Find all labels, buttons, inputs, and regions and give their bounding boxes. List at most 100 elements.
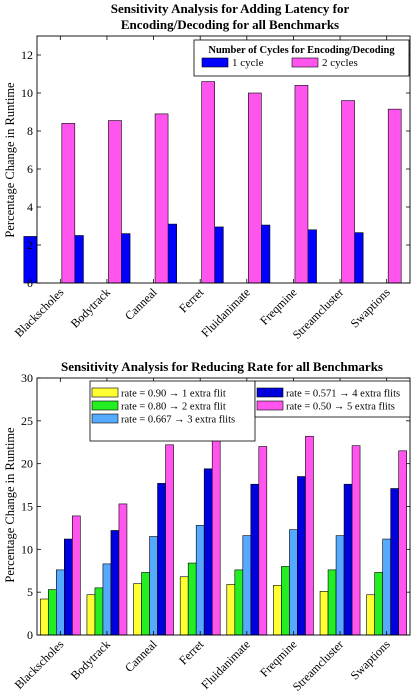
y-tick-label: 10 (21, 86, 33, 100)
bar-swaptions-series-1 (366, 594, 375, 636)
legend-label-3: rate = 0.667 → 3 extra flits (121, 415, 235, 426)
bar-canneal-series-2 (154, 113, 169, 284)
bar-swaptions-series-2 (374, 572, 383, 636)
legend-label-1: rate = 0.90 → 1 extra flit (121, 389, 226, 400)
bar-canneal-series-1 (133, 583, 142, 636)
bar-freqmine-series-3 (289, 529, 298, 636)
bar-ferret-series-1 (179, 576, 189, 636)
bar-blackscholes-series-1 (40, 598, 49, 636)
bar-ferret-series-2 (187, 562, 197, 636)
x-tick-label-fluidanimate: Fluidanimate (198, 285, 253, 340)
axes-box (36, 35, 411, 284)
bar-streamcluster-series-5 (351, 445, 361, 636)
bar-fluidanimate-series-1 (226, 584, 236, 636)
legend-label-2: 2 cycles (322, 57, 358, 69)
x-tick-label-streamcluster: Streamcluster (290, 637, 347, 694)
bar-freqmine-series-5 (305, 435, 314, 636)
bar-canneal-series-3 (149, 536, 158, 636)
y-tick-label: 2 (27, 238, 33, 252)
bar-ferret-series-4 (203, 468, 213, 636)
chart-latency: Sensitivity Analysis for Adding Latency … (3, 1, 411, 342)
legend-label-1: 1 cycle (232, 57, 264, 69)
y-tick-label: 20 (21, 457, 33, 471)
bar-freqmine-series-4 (297, 476, 306, 636)
legend-swatch-1 (201, 57, 229, 68)
y-tick-label: 0 (27, 276, 33, 290)
chart-latency-ylabel: Percentage Change in Runtime (3, 82, 17, 238)
y-tick-label: 4 (27, 200, 33, 214)
bar-swaptions-series-5 (398, 450, 407, 636)
bar-swaptions-series-3 (382, 538, 391, 636)
x-tick-label-bodytrack: Bodytrack (68, 637, 113, 682)
bar-streamcluster-series-3 (335, 535, 345, 636)
bar-fluidanimate-series-4 (250, 483, 260, 636)
bar-bodytrack-series-2 (108, 120, 122, 284)
bar-streamcluster-series-2 (341, 100, 355, 284)
legend-title: Number of Cycles for Encoding/Decoding (208, 45, 395, 56)
bar-fluidanimate-series-5 (258, 446, 268, 636)
bar-streamcluster-series-1 (319, 591, 329, 636)
bar-ferret-series-3 (195, 525, 205, 636)
y-tick-label: 30 (21, 371, 33, 385)
x-tick-label-blackscholes: Blackscholes (12, 285, 67, 340)
bar-blackscholes-series-3 (56, 569, 65, 636)
bar-fluidanimate-series-2 (248, 92, 262, 284)
chart-rate: Sensitivity Analysis for Reducing Rate f… (3, 359, 411, 694)
chart-rate-title: Sensitivity Analysis for Reducing Rate f… (61, 359, 383, 374)
bar-bodytrack-series-2 (94, 587, 104, 636)
bar-fluidanimate-series-3 (242, 535, 252, 636)
bar-freqmine-series-2 (281, 566, 290, 636)
x-tick-label-streamcluster: Streamcluster (290, 285, 347, 342)
bar-blackscholes-series-2 (48, 589, 57, 636)
legend-box-2 (254, 380, 411, 418)
x-tick-label-bodytrack: Bodytrack (68, 285, 113, 330)
legend-label-4: rate = 0.571 → 4 extra flits (286, 389, 400, 400)
x-tick-label-freqmine: Freqmine (257, 285, 299, 327)
bar-canneal-series-5 (165, 444, 174, 636)
legend-swatch-4 (256, 387, 284, 398)
bar-bodytrack-series-1 (86, 594, 96, 636)
legend-label-2: rate = 0.80 → 2 extra flit (121, 402, 226, 413)
bar-ferret-series-2 (201, 81, 215, 284)
x-tick-label-canneal: Canneal (122, 637, 160, 675)
y-tick-label: 12 (21, 48, 33, 62)
y-tick-label: 10 (21, 542, 33, 556)
bar-bodytrack-series-4 (110, 530, 120, 636)
bar-canneal-series-2 (141, 572, 150, 636)
x-tick-label-fluidanimate: Fluidanimate (198, 637, 253, 692)
legend-swatch-5 (256, 400, 284, 411)
legend-swatch-3 (91, 413, 119, 424)
bar-swaptions-series-2 (387, 108, 402, 284)
chart-rate-ylabel: Percentage Change in Runtime (3, 427, 17, 583)
x-tick-label-freqmine: Freqmine (257, 637, 299, 679)
bar-streamcluster-series-4 (343, 483, 353, 636)
legend-label-5: rate = 0.50 → 5 extra flits (286, 402, 395, 413)
bar-bodytrack-series-5 (118, 503, 128, 636)
bar-canneal-series-4 (157, 483, 166, 636)
x-tick-label-ferret: Ferret (176, 285, 207, 316)
bar-fluidanimate-series-2 (234, 569, 244, 636)
chart-latency-title-line-1: Sensitivity Analysis for Adding Latency … (111, 1, 350, 16)
chart-latency-title-line-2: Encoding/Decoding for all Benchmarks (121, 17, 339, 32)
bar-freqmine-series-1 (273, 585, 282, 636)
x-tick-label-swaptions: Swaptions (348, 285, 393, 330)
bar-blackscholes-series-2 (61, 123, 76, 284)
bar-ferret-series-5 (211, 425, 221, 636)
bar-streamcluster-series-2 (327, 569, 337, 636)
chart-latency-plot: 0 2 4 6 8 10 12 Blackscholes Bodytrack Canneal Fer… (12, 35, 411, 342)
legend-swatch-2 (291, 57, 319, 68)
y-tick-label: 5 (27, 585, 33, 599)
legend-swatch-2 (91, 400, 119, 411)
x-tick-label-swaptions: Swaptions (348, 637, 393, 682)
bar-blackscholes-series-4 (64, 538, 73, 636)
x-tick-label-blackscholes: Blackscholes (12, 637, 67, 692)
chart-rate-plot: 0 5 10 15 20 25 30 Blackscholes Bodytrack Canneal… (12, 371, 411, 694)
y-tick-label: 0 (27, 628, 33, 642)
bar-bodytrack-series-3 (102, 563, 112, 636)
bar-swaptions-series-4 (390, 488, 399, 636)
x-tick-label-canneal: Canneal (122, 285, 160, 323)
bar-freqmine-series-2 (294, 85, 309, 284)
y-tick-label: 6 (27, 162, 33, 176)
legend-swatch-1 (91, 387, 119, 398)
